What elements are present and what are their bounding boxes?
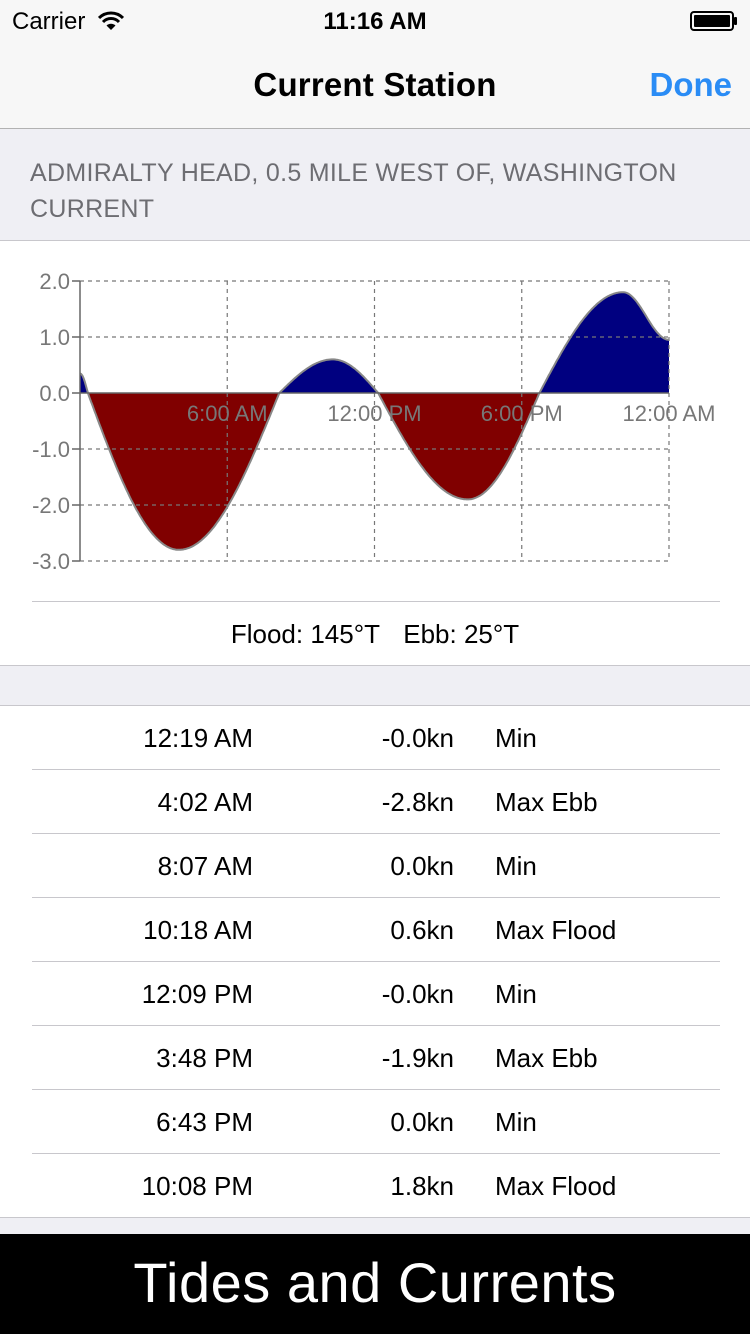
event-speed: 0.0kn	[390, 1107, 454, 1137]
event-time: 8:07 AM	[157, 851, 253, 881]
event-type: Min	[495, 851, 537, 881]
event-type: Min	[495, 723, 537, 753]
x-tick-label: 6:00 PM	[481, 401, 563, 426]
status-time: 11:16 AM	[323, 8, 427, 35]
event-time: 12:09 PM	[141, 979, 253, 1009]
event-time: 3:48 PM	[156, 1043, 253, 1073]
event-speed: 0.0kn	[390, 851, 454, 881]
events-table: 12:19 AM -0.0kn Min 4:02 AM -2.8kn Max Ebb 8:0…	[0, 705, 750, 1218]
y-tick-label: 0.0	[39, 381, 70, 406]
flood-area-4	[540, 292, 669, 393]
table-row: 4:02 AM -2.8kn Max Ebb	[0, 770, 750, 834]
event-time: 10:18 AM	[143, 915, 253, 945]
x-tick-label: 12:00 PM	[327, 401, 421, 426]
x-tick-label: 6:00 AM	[187, 401, 268, 426]
table-row: 12:09 PM -0.0kn Min	[0, 962, 750, 1026]
table-row: 3:48 PM -1.9kn Max Ebb	[0, 1026, 750, 1090]
station-name-header: ADMIRALTY HEAD, 0.5 MILE WEST OF, WASHIN…	[30, 159, 677, 223]
event-type: Max Flood	[495, 1171, 617, 1201]
y-tick-label: -2.0	[32, 493, 70, 518]
done-button[interactable]: Done	[649, 66, 733, 103]
banner-title: Tides and Currents	[133, 1251, 617, 1314]
x-tick-label: 12:00 AM	[623, 401, 716, 426]
status-bar: Carrier 11:16 AM	[0, 0, 750, 40]
table-row: 10:08 PM 1.8kn Max Flood	[0, 1154, 750, 1218]
event-type: Min	[495, 1107, 537, 1137]
event-type: Max Ebb	[495, 787, 598, 817]
y-tick-label: -3.0	[32, 549, 70, 574]
current-chart: 2.0 1.0 0.0 -1.0 -2.0 -3.0 6:00 AM 12:00 PM 6:00…	[32, 269, 716, 574]
event-time: 10:08 PM	[141, 1171, 253, 1201]
event-time: 12:19 AM	[143, 723, 253, 753]
event-type: Max Ebb	[495, 1043, 598, 1073]
y-tick-label: 2.0	[39, 269, 70, 294]
event-speed: -0.0kn	[381, 979, 454, 1009]
y-tick-label: -1.0	[32, 437, 70, 462]
event-speed: 1.8kn	[390, 1171, 454, 1201]
navigation-bar: Current Station Done	[0, 40, 750, 129]
event-type: Min	[495, 979, 537, 1009]
table-row: 8:07 AM 0.0kn Min	[0, 834, 750, 898]
y-tick-label: 1.0	[39, 325, 70, 350]
event-time: 4:02 AM	[157, 787, 253, 817]
carrier-label: Carrier	[12, 8, 86, 35]
ebb-area-1	[88, 392, 281, 550]
table-row: 12:19 AM -0.0kn Min	[0, 706, 750, 770]
table-row: 10:18 AM 0.6kn Max Flood	[0, 898, 750, 962]
wifi-icon	[98, 11, 124, 30]
battery-full-icon	[690, 11, 737, 31]
current-curve	[79, 291, 670, 551]
page-title: Current Station	[253, 66, 497, 103]
event-speed: -2.8kn	[381, 787, 454, 817]
event-speed: -1.9kn	[381, 1043, 454, 1073]
event-type: Max Flood	[495, 915, 617, 945]
flood-direction: Flood: 145°T	[230, 619, 380, 649]
event-speed: -0.0kn	[381, 723, 454, 753]
app-banner: Tides and Currents	[0, 1234, 750, 1334]
flood-area-2	[280, 359, 380, 396]
current-chart-cell: 2.0 1.0 0.0 -1.0 -2.0 -3.0 6:00 AM 12:00 PM 6:00…	[0, 240, 750, 666]
event-speed: 0.6kn	[390, 915, 454, 945]
event-time: 6:43 PM	[156, 1107, 253, 1137]
divider	[32, 601, 720, 602]
direction-row: Flood: 145°T Ebb: 25°T	[0, 619, 750, 650]
ebb-direction: Ebb: 25°T	[403, 619, 520, 649]
table-row: 6:43 PM 0.0kn Min	[0, 1090, 750, 1154]
